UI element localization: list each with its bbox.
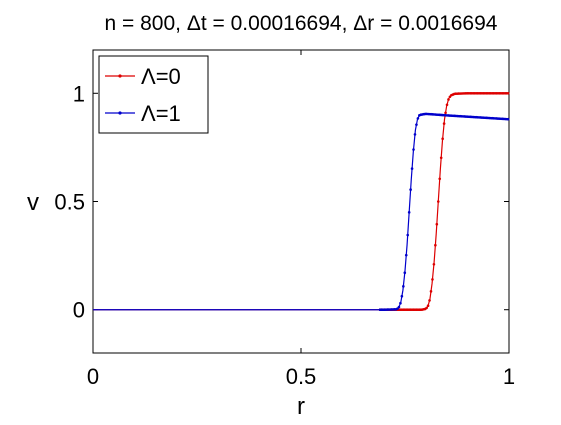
legend: Λ=0Λ=1 <box>98 55 209 134</box>
data-point <box>432 262 436 266</box>
y-axis-label: v <box>27 189 39 216</box>
data-point <box>506 91 510 95</box>
legend-label: Λ=1 <box>141 101 181 126</box>
series-1 <box>93 112 510 312</box>
data-point <box>429 290 433 293</box>
series-layer <box>93 91 510 312</box>
data-point <box>397 305 401 309</box>
legend-swatch-marker <box>118 111 122 115</box>
data-point <box>439 156 443 160</box>
legend-swatch-marker <box>118 74 122 78</box>
data-point <box>404 253 408 257</box>
data-point <box>435 222 439 226</box>
x-axis-label: r <box>297 393 305 420</box>
data-point <box>426 304 430 308</box>
data-point <box>425 306 428 310</box>
x-tick-label: 0.5 <box>286 364 317 389</box>
data-point <box>413 133 417 136</box>
data-point <box>428 299 431 302</box>
data-point <box>436 200 440 203</box>
data-point <box>406 233 410 237</box>
legend-label: Λ=0 <box>141 64 181 89</box>
y-tick-label: 0 <box>73 298 85 323</box>
y-tick-label: 1 <box>73 81 85 106</box>
data-point <box>416 117 420 120</box>
data-point <box>441 137 444 141</box>
data-point <box>412 148 415 151</box>
axes: 0 0.5 1 0 0.5 1 <box>54 49 515 389</box>
data-point <box>403 271 407 275</box>
data-point <box>447 98 450 101</box>
data-point <box>444 111 447 115</box>
data-point <box>506 117 510 121</box>
series-0 <box>93 91 510 312</box>
x-tick-label: 0 <box>87 364 99 389</box>
data-point <box>409 188 412 191</box>
data-point <box>431 278 434 281</box>
data-point <box>442 122 446 125</box>
data-point <box>407 211 411 214</box>
x-tick-label: 1 <box>503 364 515 389</box>
data-point <box>445 103 449 107</box>
data-point <box>399 301 402 305</box>
data-point <box>402 285 405 288</box>
data-point <box>434 243 437 247</box>
data-point <box>400 294 404 298</box>
data-point <box>410 167 414 170</box>
data-point <box>438 177 442 181</box>
legend-box <box>98 55 209 134</box>
y-tick-label: 0.5 <box>54 190 85 215</box>
data-point <box>415 123 418 126</box>
chart-title: n = 800, Δt = 0.00016694, Δr = 0.0016694 <box>105 12 498 35</box>
